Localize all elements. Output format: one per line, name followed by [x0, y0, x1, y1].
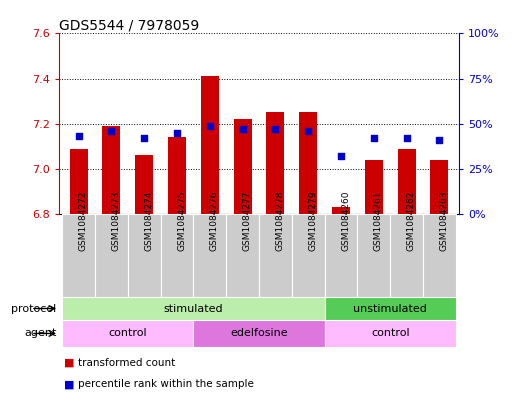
Text: GSM1084260: GSM1084260 [341, 191, 350, 251]
Bar [292, 214, 325, 297]
Bar [266, 112, 285, 214]
Text: protocol: protocol [11, 303, 56, 314]
Bar [430, 160, 448, 214]
Bar [233, 119, 252, 214]
Bar [135, 156, 153, 214]
Bar [168, 138, 186, 214]
Text: edelfosine: edelfosine [230, 329, 288, 338]
Bar [62, 320, 193, 347]
Text: ■: ■ [64, 358, 74, 367]
Text: stimulated: stimulated [164, 303, 223, 314]
Text: GSM1084263: GSM1084263 [440, 191, 448, 251]
Bar [259, 214, 292, 297]
Bar [325, 214, 358, 297]
Bar [325, 297, 456, 320]
Bar [201, 76, 219, 214]
Point [370, 135, 378, 141]
Text: GSM1084275: GSM1084275 [177, 191, 186, 251]
Bar [299, 112, 317, 214]
Text: GSM1084277: GSM1084277 [243, 191, 252, 251]
Text: transformed count: transformed count [78, 358, 176, 367]
Point [140, 135, 148, 141]
Bar [226, 214, 259, 297]
Point [107, 128, 115, 134]
Point [403, 135, 411, 141]
Text: GSM1084274: GSM1084274 [144, 191, 153, 251]
Text: GSM1084279: GSM1084279 [308, 191, 317, 251]
Bar [390, 214, 423, 297]
Bar [70, 149, 88, 214]
Bar [103, 126, 121, 214]
Bar [95, 214, 128, 297]
Bar [62, 214, 95, 297]
Text: control: control [109, 329, 147, 338]
Point [74, 133, 83, 140]
Bar [193, 320, 325, 347]
Text: GSM1084278: GSM1084278 [275, 191, 285, 251]
Text: control: control [371, 329, 409, 338]
Text: GSM1084272: GSM1084272 [78, 191, 88, 251]
Bar [161, 214, 193, 297]
Text: ■: ■ [64, 379, 74, 389]
Bar [332, 208, 350, 214]
Text: GSM1084273: GSM1084273 [111, 191, 121, 251]
Point [337, 153, 345, 160]
Text: GSM1084262: GSM1084262 [407, 191, 416, 251]
Bar [128, 214, 161, 297]
Point [271, 126, 280, 132]
Point [304, 128, 312, 134]
Bar [365, 160, 383, 214]
Point [239, 126, 247, 132]
Point [206, 123, 214, 129]
Text: GDS5544 / 7978059: GDS5544 / 7978059 [59, 18, 199, 32]
Text: agent: agent [24, 329, 56, 338]
Bar [358, 214, 390, 297]
Point [436, 137, 444, 143]
Bar [398, 149, 416, 214]
Text: GSM1084276: GSM1084276 [210, 191, 219, 251]
Bar [62, 297, 325, 320]
Bar [193, 214, 226, 297]
Text: unstimulated: unstimulated [353, 303, 427, 314]
Point [173, 130, 181, 136]
Bar [423, 214, 456, 297]
Text: percentile rank within the sample: percentile rank within the sample [78, 379, 254, 389]
Text: GSM1084261: GSM1084261 [374, 191, 383, 251]
Bar [325, 320, 456, 347]
